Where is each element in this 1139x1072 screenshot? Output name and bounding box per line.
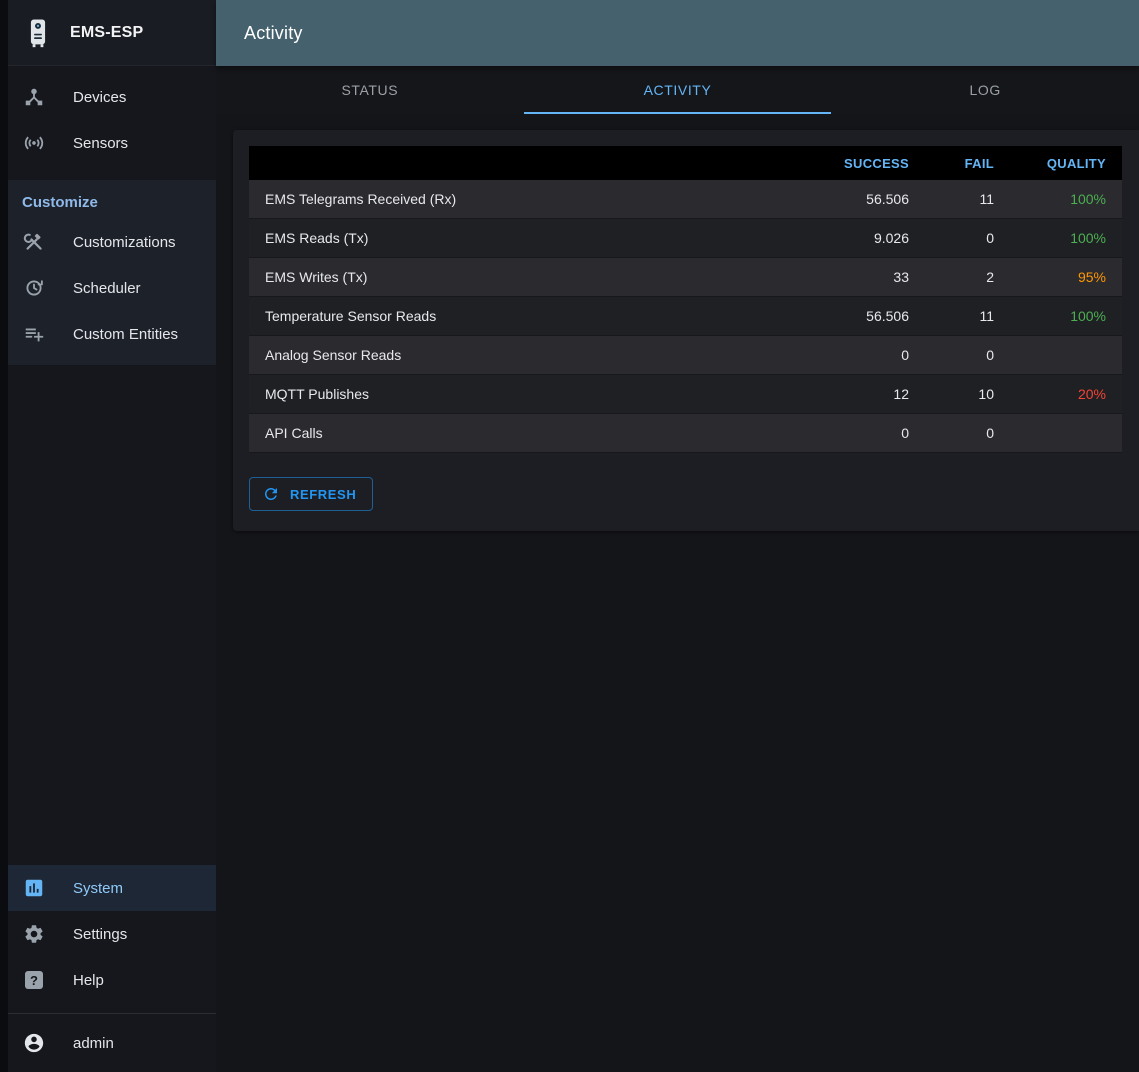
table-row: MQTT Publishes 12 10 20% bbox=[249, 375, 1122, 414]
bar-chart-icon bbox=[22, 876, 46, 900]
sensors-icon bbox=[22, 131, 46, 155]
tab-status[interactable]: STATUS bbox=[216, 66, 524, 114]
quality-value: 100% bbox=[1070, 191, 1106, 207]
table-body: EMS Telegrams Received (Rx) 56.506 11 10… bbox=[249, 180, 1122, 453]
account-icon bbox=[22, 1031, 46, 1055]
admin-user-label: admin bbox=[73, 1034, 114, 1052]
quality-value: 20% bbox=[1077, 386, 1106, 402]
ems-esp-logo-icon bbox=[20, 15, 56, 51]
help-icon bbox=[22, 968, 46, 992]
metric-label: API Calls bbox=[265, 425, 323, 441]
refresh-button[interactable]: REFRESH bbox=[249, 477, 374, 511]
refresh-icon bbox=[262, 485, 280, 503]
customize-section: Customize Cust bbox=[8, 180, 216, 365]
sidebar-logo-header: EMS-ESP bbox=[8, 0, 216, 66]
quality-value: 95% bbox=[1077, 269, 1106, 285]
sidebar-item-admin[interactable]: admin bbox=[8, 1014, 216, 1072]
sidebar-item-label: Help bbox=[73, 971, 104, 989]
activity-table: SUCCESS FAIL QUALITY EMS Telegrams Recei… bbox=[249, 146, 1122, 453]
sidebar-item-devices[interactable]: Devices bbox=[8, 74, 216, 120]
sidebar-item-customizations[interactable]: Customizations bbox=[8, 219, 216, 265]
success-value: 0 bbox=[901, 425, 909, 441]
fail-value: 2 bbox=[986, 269, 994, 285]
metric-label: MQTT Publishes bbox=[265, 386, 369, 402]
sidebar-item-system[interactable]: System bbox=[8, 865, 216, 911]
table-row: API Calls 0 0 bbox=[249, 414, 1122, 453]
metric-label: EMS Reads (Tx) bbox=[265, 230, 369, 246]
sidebar-item-label: Custom Entities bbox=[73, 325, 179, 343]
sidebar-item-sensors[interactable]: Sensors bbox=[8, 120, 216, 166]
sidebar-item-custom-entities[interactable]: Custom Entities bbox=[8, 311, 216, 357]
table-row: EMS Reads (Tx) 9.026 0 100% bbox=[249, 219, 1122, 258]
app-title: EMS-ESP bbox=[70, 23, 144, 41]
tab-log[interactable]: LOG bbox=[831, 66, 1139, 114]
success-value: 12 bbox=[893, 386, 909, 402]
fail-value: 10 bbox=[978, 386, 994, 402]
tab-label: STATUS bbox=[341, 82, 399, 98]
success-value: 56.506 bbox=[866, 191, 909, 207]
column-header-success: SUCCESS bbox=[844, 155, 909, 171]
sidebar-item-scheduler[interactable]: Scheduler bbox=[8, 265, 216, 311]
playlist-add-icon bbox=[22, 322, 46, 346]
sidebar-item-label: Settings bbox=[73, 925, 128, 943]
sidebar-divider bbox=[8, 1013, 216, 1014]
sidebar: EMS-ESP Devices bbox=[0, 0, 216, 1072]
metric-label: EMS Writes (Tx) bbox=[265, 269, 368, 285]
sidebar-item-label: Scheduler bbox=[73, 279, 141, 297]
table-row: Analog Sensor Reads 0 0 bbox=[249, 336, 1122, 375]
table-row: EMS Writes (Tx) 33 2 95% bbox=[249, 258, 1122, 297]
sidebar-item-label: Sensors bbox=[73, 134, 129, 152]
sidebar-item-label: Devices bbox=[73, 88, 127, 106]
page-title: Activity bbox=[244, 22, 303, 43]
tab-activity[interactable]: ACTIVITY bbox=[523, 66, 832, 114]
metric-label: Temperature Sensor Reads bbox=[265, 308, 437, 324]
customize-section-header: Customize bbox=[22, 194, 98, 211]
quality-value: 100% bbox=[1070, 230, 1106, 246]
column-header-fail: FAIL bbox=[964, 155, 994, 171]
metric-label: Analog Sensor Reads bbox=[265, 347, 402, 363]
device-hub-icon bbox=[22, 85, 46, 109]
metric-label: EMS Telegrams Received (Rx) bbox=[265, 191, 457, 207]
sidebar-spacer bbox=[8, 365, 216, 865]
tools-icon bbox=[22, 230, 46, 254]
tab-label: LOG bbox=[969, 82, 1001, 98]
sidebar-item-settings[interactable]: Settings bbox=[8, 911, 216, 957]
quality-value: 100% bbox=[1070, 308, 1106, 324]
sidebar-item-label: Customizations bbox=[73, 233, 176, 251]
app-bar: Activity bbox=[216, 0, 1139, 66]
tab-bar: STATUS ACTIVITY LOG bbox=[216, 66, 1139, 114]
success-value: 0 bbox=[901, 347, 909, 363]
activity-card: SUCCESS FAIL QUALITY EMS Telegrams Recei… bbox=[233, 130, 1139, 531]
content-area: SUCCESS FAIL QUALITY EMS Telegrams Recei… bbox=[216, 114, 1139, 1072]
gear-icon bbox=[22, 922, 46, 946]
fail-value: 11 bbox=[979, 308, 994, 324]
tab-label: ACTIVITY bbox=[643, 82, 712, 98]
refresh-button-label: REFRESH bbox=[290, 486, 357, 502]
table-row: EMS Telegrams Received (Rx) 56.506 11 10… bbox=[249, 180, 1122, 219]
scheduler-clock-icon bbox=[22, 276, 46, 300]
success-value: 56.506 bbox=[866, 308, 909, 324]
fail-value: 0 bbox=[986, 230, 994, 246]
fail-value: 0 bbox=[986, 347, 994, 363]
fail-value: 11 bbox=[979, 191, 994, 207]
fail-value: 0 bbox=[986, 425, 994, 441]
column-header-quality: QUALITY bbox=[1046, 155, 1106, 171]
table-row: Temperature Sensor Reads 56.506 11 100% bbox=[249, 297, 1122, 336]
left-edge-scrollbar bbox=[0, 0, 8, 1072]
sidebar-item-label: System bbox=[73, 879, 124, 897]
success-value: 9.026 bbox=[873, 230, 909, 246]
sidebar-nav: Devices Sensors Customize bbox=[8, 66, 216, 365]
main-area: Activity STATUS ACTIVITY LOG SUCCESS FAI… bbox=[216, 0, 1139, 1072]
sidebar-bottom-nav: System Settings Help bbox=[8, 865, 216, 1003]
success-value: 33 bbox=[893, 269, 909, 285]
sidebar-item-help[interactable]: Help bbox=[8, 957, 216, 1003]
table-header-row: SUCCESS FAIL QUALITY bbox=[249, 146, 1122, 180]
